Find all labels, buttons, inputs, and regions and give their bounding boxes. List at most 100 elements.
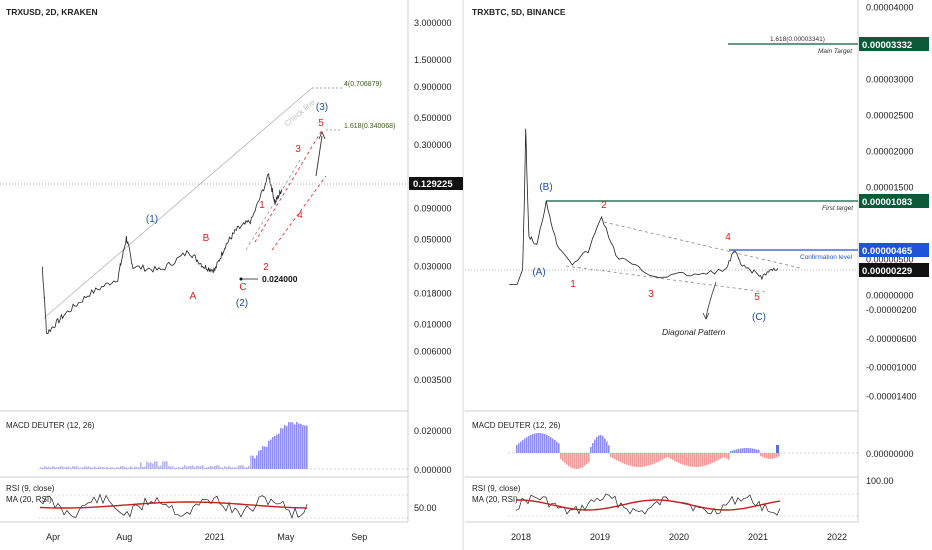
left-macd-bar [190, 466, 192, 469]
left-macd-bar [82, 467, 84, 469]
confirmation-level-tag-text: 0.00000465 [862, 246, 913, 257]
right-macd-bar [680, 453, 682, 464]
right-macd-bar [756, 449, 758, 453]
left-time-tick: 2021 [205, 532, 225, 542]
right-macd-bar [640, 453, 642, 467]
inner-channel-line [245, 159, 301, 251]
right-macd-bar [692, 453, 694, 467]
left-macd-bar [246, 467, 248, 469]
right-macd-bar [682, 453, 684, 465]
main-target-tag-text: 0.00003332 [862, 40, 912, 51]
left-macd-bar [112, 467, 114, 469]
left-macd-bar [44, 466, 46, 469]
diagonal-pattern-label: Diagonal Pattern [662, 327, 726, 337]
left-macd-bar [198, 466, 200, 469]
right-macd-bar [742, 448, 744, 453]
left-macd-bar [62, 466, 64, 469]
right-macd-bar [576, 453, 578, 469]
right-macd-bar [648, 453, 650, 466]
right-macd-bar [760, 453, 762, 456]
left-rsi-ma-line [39, 501, 308, 509]
left-macd-bar [154, 461, 156, 469]
right-macd-bar [748, 448, 750, 453]
left-macd-bar [48, 466, 50, 469]
left-macd-bar [276, 434, 278, 469]
right-macd-bar [688, 453, 690, 467]
left-wave-label: 2 [263, 262, 269, 273]
right-macd-bar [538, 433, 540, 453]
confirmation-level-caption: Confirmation level [800, 254, 853, 261]
right-macd-bar [752, 448, 754, 453]
first-target-caption: First target [822, 205, 854, 212]
left-macd-bar [196, 465, 198, 469]
left-macd-bar [272, 437, 274, 469]
left-macd-bar [234, 467, 236, 469]
right-macd-bar [654, 453, 656, 464]
left-wave-label: (2) [236, 298, 248, 309]
left-macd-bar [226, 467, 228, 469]
left-price-tick: 0.003500 [414, 375, 452, 385]
right-macd-bar [750, 448, 752, 453]
right-macd-bar [774, 453, 776, 459]
left-chart-panel[interactable]: TRXUSD, 2D, KRAKEN 3.000000 1.500000 0.900… [0, 0, 463, 542]
right-macd-bar [762, 453, 764, 457]
left-macd-bar [68, 466, 70, 469]
pattern-arrow-head [702, 312, 710, 320]
left-macd-bar [182, 466, 184, 469]
main-target-fib-label: 1.618(0.00003341) [770, 36, 825, 43]
left-macd-bar [56, 467, 58, 469]
right-macd-bar [638, 453, 640, 467]
right-macd-bar [650, 453, 652, 465]
left-macd-bar [194, 467, 196, 469]
left-macd-bar [188, 466, 190, 469]
right-macd-bar [770, 453, 772, 459]
left-wave-label: 4 [297, 210, 303, 221]
left-time-tick: May [277, 532, 295, 542]
right-price-series [509, 128, 779, 285]
right-macd-bar [694, 453, 696, 467]
left-macd-bar [102, 466, 104, 469]
right-macd-bar [686, 453, 688, 466]
right-macd-bar [560, 453, 562, 459]
right-macd-bar [746, 448, 748, 453]
right-macd-bar [562, 453, 564, 461]
right-macd-bar [588, 453, 590, 463]
right-chart-panel[interactable]: TRXBTC, 5D, BINANCE 0.000040000.00003500… [465, 0, 929, 542]
projection-1618-label: 1.618(0.340068) [344, 123, 395, 130]
right-macd-bar [712, 453, 714, 463]
left-macd-bar [140, 462, 142, 469]
left-macd-title: MACD DEUTER (12, 26) [6, 421, 95, 430]
left-macd-bar [294, 424, 296, 469]
left-macd-bar [126, 467, 128, 469]
left-wave-label: B [203, 233, 210, 244]
right-macd-bar [672, 453, 674, 460]
left-macd-bar [142, 466, 144, 469]
left-macd-histogram [40, 422, 308, 469]
right-rsi-ma-title: MA (20, RSI) [472, 495, 518, 504]
left-macd-bar [204, 467, 206, 469]
left-macd-bar [64, 467, 66, 469]
right-macd-bar [558, 443, 560, 453]
right-price-tick: -0.00000600 [866, 334, 917, 344]
left-price-tick: 1.500000 [414, 55, 452, 65]
left-macd-bar [114, 467, 116, 469]
left-macd-bar [250, 455, 252, 469]
left-macd-bar [232, 467, 234, 469]
left-macd-bar [156, 461, 158, 469]
left-price-tick: 0.006000 [414, 347, 452, 357]
left-macd-bar [138, 467, 140, 469]
right-macd-bar [660, 453, 662, 461]
left-macd-bar [104, 467, 106, 469]
right-rsi-title: RSI (9, close) [472, 484, 521, 493]
left-macd-bar [108, 467, 110, 469]
left-macd-bar [186, 466, 188, 469]
left-macd-bar [58, 467, 60, 469]
right-macd-bar [626, 453, 628, 465]
channel-upper-line [43, 87, 313, 319]
right-macd-bar [740, 448, 742, 453]
left-macd-bar [174, 467, 176, 469]
right-macd-bar [732, 450, 734, 453]
left-macd-bar [74, 466, 76, 469]
right-macd-bar [564, 453, 566, 463]
left-macd-bar [162, 461, 164, 469]
